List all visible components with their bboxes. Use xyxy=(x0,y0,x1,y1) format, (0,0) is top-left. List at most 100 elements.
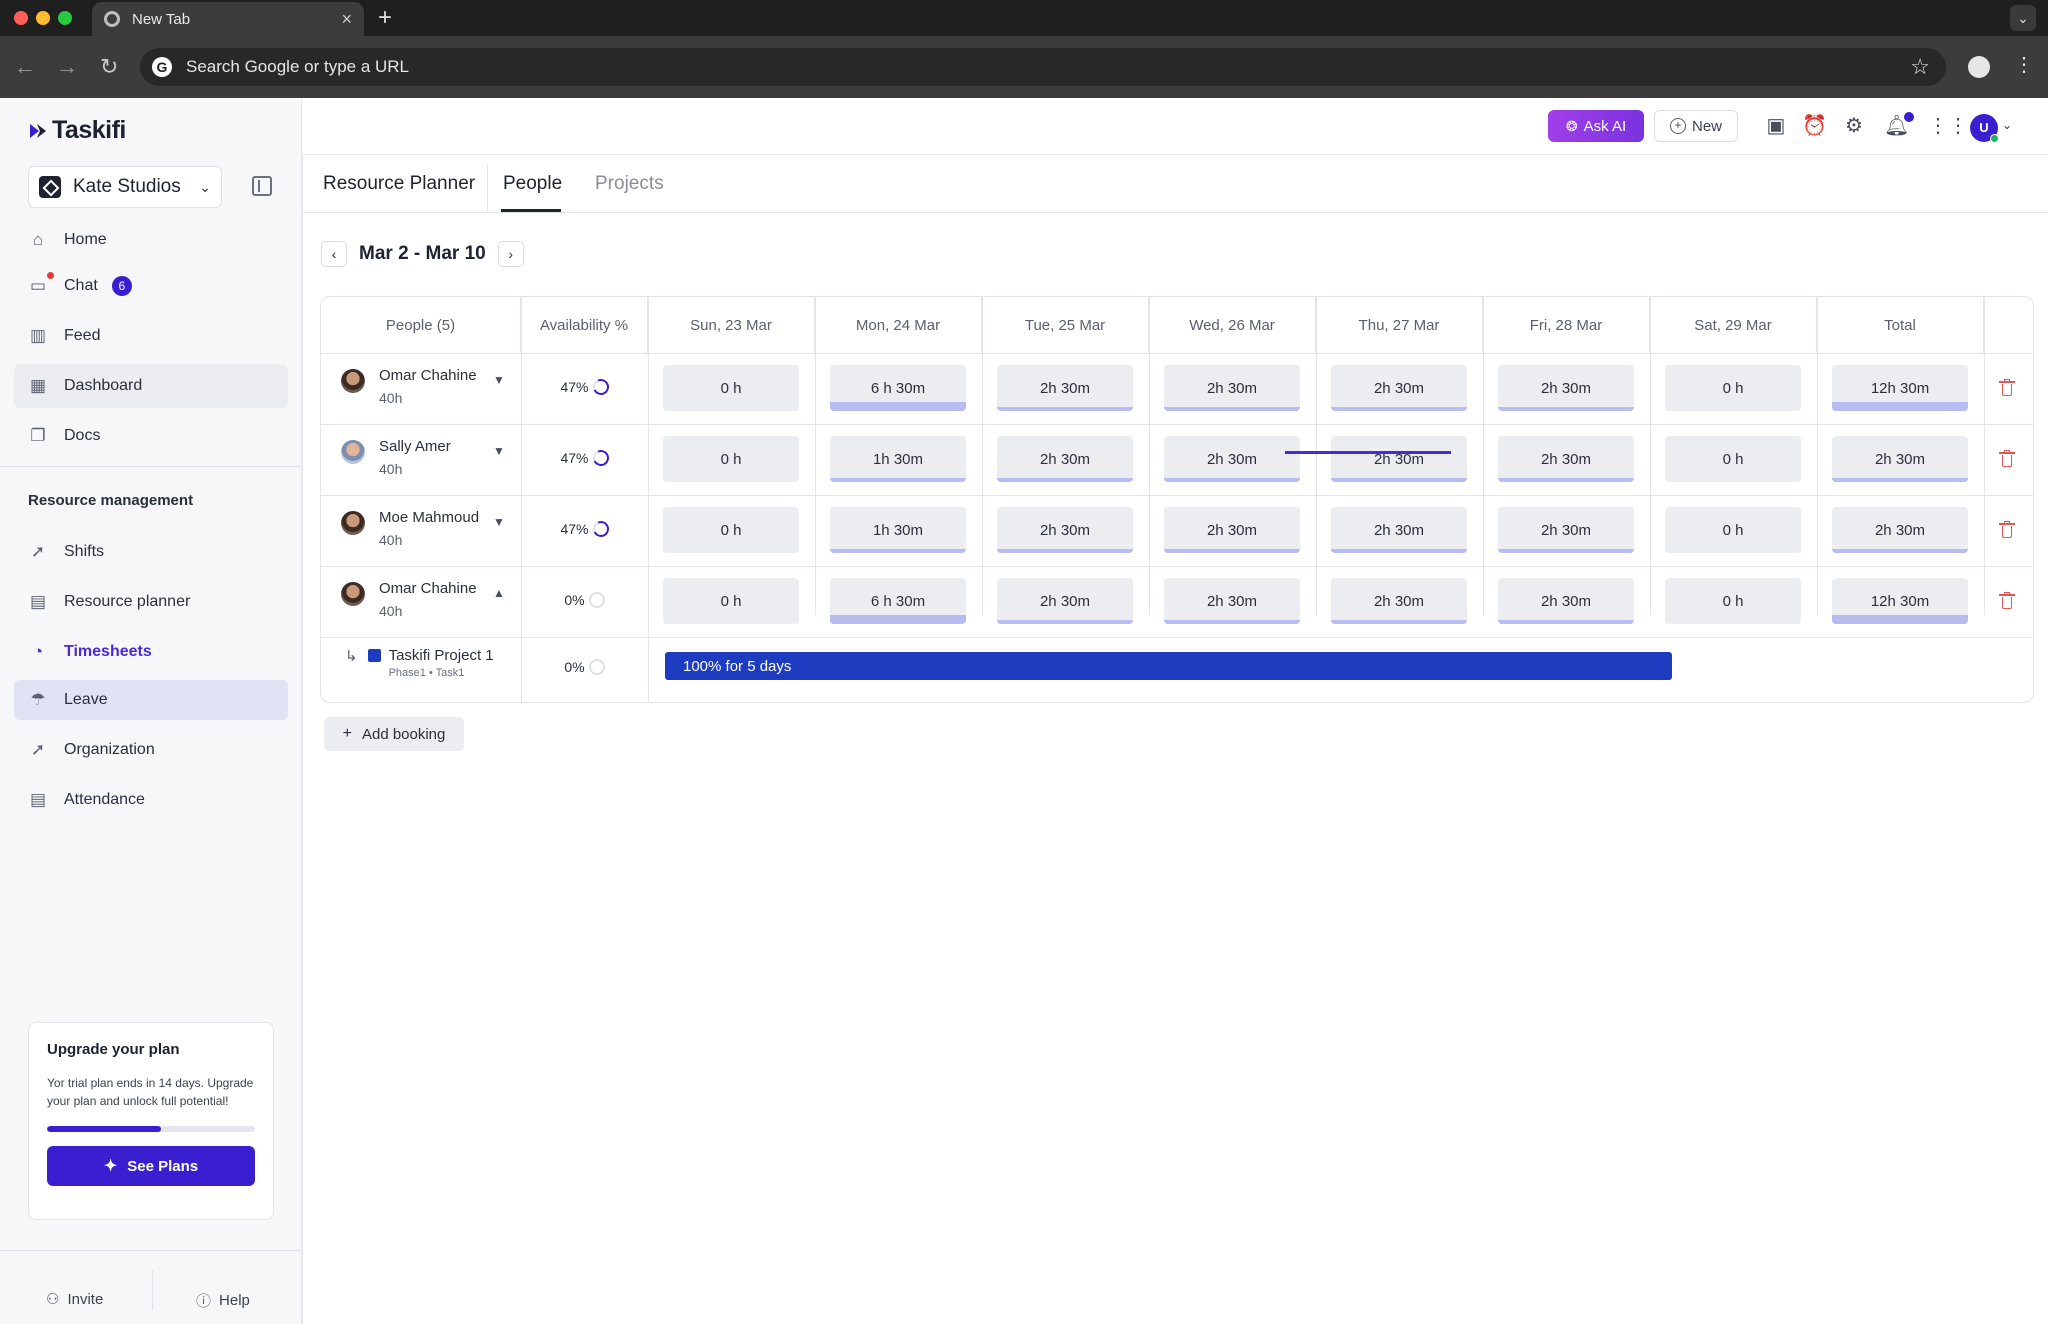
upgrade-card: Upgrade your plan Yor trial plan ends in… xyxy=(28,1022,274,1220)
notification-dot xyxy=(1904,112,1914,122)
person-cell[interactable]: Omar Chahine 40h xyxy=(341,580,477,619)
user-avatar[interactable]: U xyxy=(1970,114,1999,143)
sidebar-item-shifts[interactable]: ➚ Shifts xyxy=(14,530,288,574)
hours-value: 2h 30m xyxy=(1206,450,1258,468)
tab-search-button[interactable]: ⌄ xyxy=(2010,5,2036,31)
sidebar-item-home[interactable]: ⌂ Home xyxy=(14,218,288,262)
forward-icon[interactable]: → xyxy=(56,54,78,79)
delete-row-icon[interactable] xyxy=(1999,592,2015,610)
alarm-clock-icon[interactable]: ⏰ xyxy=(1802,115,1827,137)
leave-icon: ☂ xyxy=(30,690,46,709)
hours-cell[interactable]: 0 h xyxy=(663,578,799,624)
expand-row-icon[interactable]: ▼ xyxy=(493,373,505,387)
hours-cell[interactable]: 0 h xyxy=(663,436,799,482)
notes-icon[interactable]: ▣ xyxy=(1766,115,1786,137)
sidebar-item-timesheets[interactable]: ◔ Timesheets xyxy=(14,630,288,674)
sidebar-item-resource-planner[interactable]: ▤ Resource planner xyxy=(14,580,288,624)
row-divider xyxy=(321,637,2033,638)
ask-ai-button[interactable]: ❂ Ask AI xyxy=(1548,110,1644,142)
hours-bar xyxy=(1498,620,1634,624)
expand-row-icon[interactable]: ▼ xyxy=(493,444,505,458)
booking-row[interactable]: ↳ Taskifi Project 1 Phase1 • Task1 xyxy=(345,647,494,679)
delete-row-icon[interactable] xyxy=(1999,450,2015,468)
person-cell[interactable]: Omar Chahine 40h xyxy=(341,367,477,406)
add-booking-button[interactable]: + Add booking xyxy=(324,717,464,751)
hours-cell[interactable]: 2h 30m xyxy=(1331,507,1467,553)
back-icon[interactable]: ← xyxy=(14,54,36,79)
hours-cell[interactable]: 2h 30m xyxy=(997,436,1133,482)
bell-icon[interactable]: 🔔︎ xyxy=(1884,115,1910,137)
browser-menu-icon[interactable]: ⋮ xyxy=(2014,54,2034,76)
hours-cell[interactable]: 2h 30m xyxy=(1164,578,1300,624)
hours-cell[interactable]: 6 h 30m xyxy=(830,578,966,624)
new-tab-button[interactable]: + xyxy=(378,4,393,31)
main-panel: Resource Planner People Projects ‹ Mar 2… xyxy=(302,154,2048,1324)
expand-row-icon[interactable]: ▼ xyxy=(493,515,505,529)
browser-profile-icon[interactable] xyxy=(1968,56,1990,78)
hours-cell[interactable]: 2h 30m xyxy=(1331,365,1467,411)
hours-cell[interactable]: 0 h xyxy=(1665,578,1801,624)
hours-cell[interactable]: 2h 30m xyxy=(1331,578,1467,624)
sidebar-item-leave[interactable]: ☂ Leave xyxy=(14,680,288,720)
hours-cell[interactable]: 2h 30m xyxy=(1331,436,1467,482)
hours-cell[interactable]: 1h 30m xyxy=(830,436,966,482)
close-tab-icon[interactable]: × xyxy=(341,8,352,29)
hours-cell[interactable]: 2h 30m xyxy=(997,365,1133,411)
hours-cell[interactable]: 6 h 30m xyxy=(830,365,966,411)
hours-cell[interactable]: 2h 30m xyxy=(997,578,1133,624)
delete-row-icon[interactable] xyxy=(1999,521,2015,539)
collapse-sidebar-icon[interactable] xyxy=(252,176,272,196)
person-cell[interactable]: Moe Mahmoud 40h xyxy=(341,509,479,548)
total-value: 12h 30m xyxy=(1870,592,1930,610)
hours-cell[interactable]: 2h 30m xyxy=(1498,436,1634,482)
tab-people[interactable]: People xyxy=(503,173,563,194)
hours-cell[interactable]: 0 h xyxy=(663,365,799,411)
booking-bar[interactable]: 100% for 5 days xyxy=(665,652,1672,680)
person-capacity: 40h xyxy=(379,461,403,477)
brand-name: Taskifi xyxy=(52,116,126,144)
browser-tab[interactable]: New Tab × xyxy=(92,2,364,36)
delete-row-icon[interactable] xyxy=(1999,379,2015,397)
gear-icon[interactable]: ⚙ xyxy=(1845,115,1863,137)
hours-cell[interactable]: 0 h xyxy=(663,507,799,553)
person-cell[interactable]: Sally Amer 40h xyxy=(341,438,451,477)
sidebar-item-dashboard[interactable]: ▦ Dashboard xyxy=(14,364,288,408)
sidebar-item-organization[interactable]: ➚ Organization xyxy=(14,728,288,772)
sidebar: Taskifi Kate Studios ⌄ ⌂ Home ▭ Chat 6 ▥… xyxy=(0,98,302,1324)
sidebar-item-chat[interactable]: ▭ Chat 6 xyxy=(14,264,288,308)
hours-cell[interactable]: 2h 30m xyxy=(1498,365,1634,411)
next-week-button[interactable]: › xyxy=(497,241,524,267)
app-logo[interactable]: Taskifi xyxy=(28,116,126,145)
close-window-button[interactable] xyxy=(14,11,28,25)
hours-cell[interactable]: 2h 30m xyxy=(1498,578,1634,624)
sidebar-item-docs[interactable]: ❐ Docs xyxy=(14,414,288,458)
invite-button[interactable]: ⚇ Invite xyxy=(46,1290,103,1309)
maximize-window-button[interactable] xyxy=(58,11,72,25)
bookmark-star-icon[interactable]: ☆ xyxy=(1910,54,1930,79)
apps-grid-icon[interactable]: ⋮⋮ xyxy=(1928,115,1968,137)
workspace-switcher[interactable]: Kate Studios ⌄ xyxy=(28,166,222,208)
hours-cell[interactable]: 1h 30m xyxy=(830,507,966,553)
reload-icon[interactable]: ↻ xyxy=(100,54,119,79)
sidebar-item-feed[interactable]: ▥ Feed xyxy=(14,314,288,358)
hours-cell[interactable]: 2h 30m xyxy=(1498,507,1634,553)
minimize-window-button[interactable] xyxy=(36,11,50,25)
new-button[interactable]: + New xyxy=(1654,110,1738,142)
collapse-row-icon[interactable]: ▲ xyxy=(493,586,505,600)
see-plans-button[interactable]: ✦ See Plans xyxy=(47,1146,255,1186)
hours-cell[interactable]: 0 h xyxy=(1665,436,1801,482)
hours-cell[interactable]: 2h 30m xyxy=(997,507,1133,553)
docs-icon: ❐ xyxy=(30,426,46,445)
previous-week-button[interactable]: ‹ xyxy=(321,241,347,267)
hours-cell[interactable]: 0 h xyxy=(1665,507,1801,553)
column-header-day: Fri, 28 Mar xyxy=(1483,297,1650,353)
hours-cell[interactable]: 0 h xyxy=(1665,365,1801,411)
address-bar[interactable]: G Search Google or type a URL ☆ xyxy=(140,48,1946,86)
sidebar-item-attendance[interactable]: ▤ Attendance xyxy=(14,778,288,822)
help-button[interactable]: ⓘ Help xyxy=(196,1290,250,1311)
chevron-down-icon[interactable]: ⌄ xyxy=(2002,118,2013,132)
hours-cell[interactable]: 2h 30m xyxy=(1164,507,1300,553)
hours-cell[interactable]: 2h 30m xyxy=(1164,436,1300,482)
tab-projects[interactable]: Projects xyxy=(595,173,664,194)
hours-cell[interactable]: 2h 30m xyxy=(1164,365,1300,411)
